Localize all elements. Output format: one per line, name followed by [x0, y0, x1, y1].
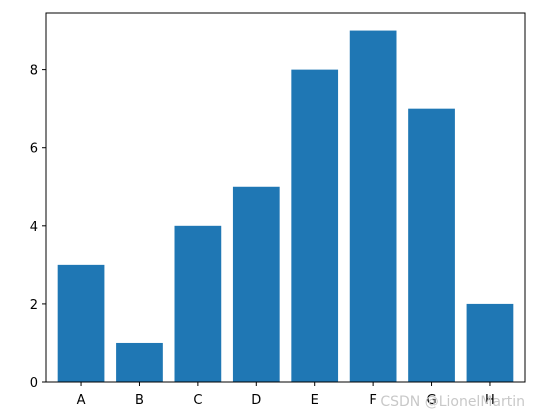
- bar-d: [232, 186, 280, 382]
- bar-f: [349, 30, 397, 382]
- axes-layer: A B C D E F G H 0 2 4 6 8: [30, 12, 526, 408]
- bar-c: [174, 225, 222, 382]
- bar-h: [466, 303, 514, 382]
- x-tick-label-a: A: [77, 393, 86, 408]
- y-tick-label-4: 4: [30, 220, 38, 235]
- bar-g: [408, 108, 455, 383]
- x-tick-label-g: G: [426, 393, 436, 408]
- x-tick-label-d: D: [251, 393, 261, 408]
- axes-frame: [45, 12, 526, 383]
- watermark-text: CSDN @LionelMartin: [380, 394, 525, 410]
- bar-b: [116, 342, 163, 382]
- y-tick-label-0: 0: [30, 376, 38, 391]
- y-tick-label-6: 6: [30, 142, 38, 157]
- bars-layer: [57, 30, 514, 383]
- y-tick-label-2: 2: [30, 298, 38, 313]
- bar-e: [291, 69, 339, 383]
- x-tick-label-c: C: [193, 393, 202, 408]
- x-tick-label-f: F: [369, 393, 376, 408]
- x-tick-label-e: E: [311, 393, 319, 408]
- y-tick-label-8: 8: [30, 64, 38, 79]
- x-tick-label-b: B: [135, 393, 144, 408]
- x-tick-label-h: H: [485, 393, 495, 408]
- bar-a: [57, 264, 105, 382]
